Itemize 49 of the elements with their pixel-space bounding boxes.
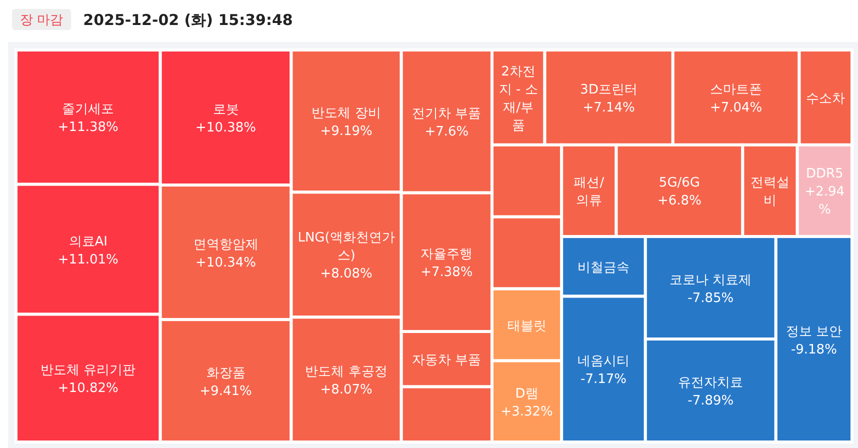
data-label: +11.01%	[58, 252, 118, 268]
data-label: -9.18%	[790, 342, 837, 358]
category-label: 로봇	[212, 102, 239, 118]
badge: 장 마감	[12, 9, 72, 30]
category-label: 화장품	[206, 366, 246, 381]
data-label: +8.08%	[320, 266, 372, 282]
category-label: 면역항암제	[193, 237, 258, 252]
data-label: +10.38%	[196, 120, 256, 136]
data-label: +7.38%	[420, 265, 473, 280]
data-label: -7.89%	[688, 394, 734, 408]
data-label: +10.34%	[196, 255, 256, 270]
category-label: 스마트폰	[710, 82, 762, 98]
category-label: 자동차 부품	[412, 353, 482, 368]
data-label: +8.07%	[320, 382, 372, 398]
data-label: +11.38%	[58, 120, 118, 136]
category-label: 코로나 치료제	[670, 272, 752, 288]
category-label: 패션/의류	[574, 176, 605, 209]
category-label: 5G/6G	[658, 176, 700, 191]
category-label: 수소차	[806, 91, 846, 106]
category-label: DDR5	[806, 166, 844, 182]
category-label: 반도체 후공정	[305, 364, 388, 380]
text: 2025-12-02 (화) 15:39:48	[83, 11, 293, 29]
category-label: 반도체 장비	[312, 106, 381, 122]
category-label: 반도체 유리기판	[40, 363, 136, 378]
data-label: +9.41%	[200, 384, 252, 399]
category-label: 정보 보안	[786, 324, 842, 340]
category-label: 2차전지 - 소재/부품	[498, 64, 538, 134]
data-label: +6.8%	[658, 194, 702, 209]
category-label: 3D프린터	[580, 82, 638, 98]
category-label: 태블릿	[507, 318, 546, 334]
category-label: 전력설비	[750, 176, 790, 209]
category-label: 전기차 부품	[412, 106, 482, 122]
category-label: 줄기세포	[62, 102, 114, 118]
category-label: 의료AI	[68, 234, 108, 250]
data-label: +3.32%	[500, 404, 553, 420]
data-label: +7.14%	[582, 100, 635, 116]
data-label: +7.6%	[424, 124, 469, 140]
category-label: 네옴시티	[578, 354, 630, 370]
data-label: -7.85%	[688, 290, 734, 306]
data-label: +7.04%	[710, 100, 762, 116]
category-label: 유전자치료	[678, 376, 744, 390]
category-label: LNG(액화천연가스)	[298, 230, 395, 264]
category-label: 비철금속	[578, 260, 630, 276]
data-label: +2.94%	[804, 184, 845, 218]
category-label: 자율주행	[420, 247, 473, 262]
data-label: -7.17%	[580, 372, 626, 388]
category-label: D램	[515, 386, 538, 402]
data-label: +9.19%	[320, 124, 372, 140]
data-label: +10.82%	[58, 381, 118, 396]
